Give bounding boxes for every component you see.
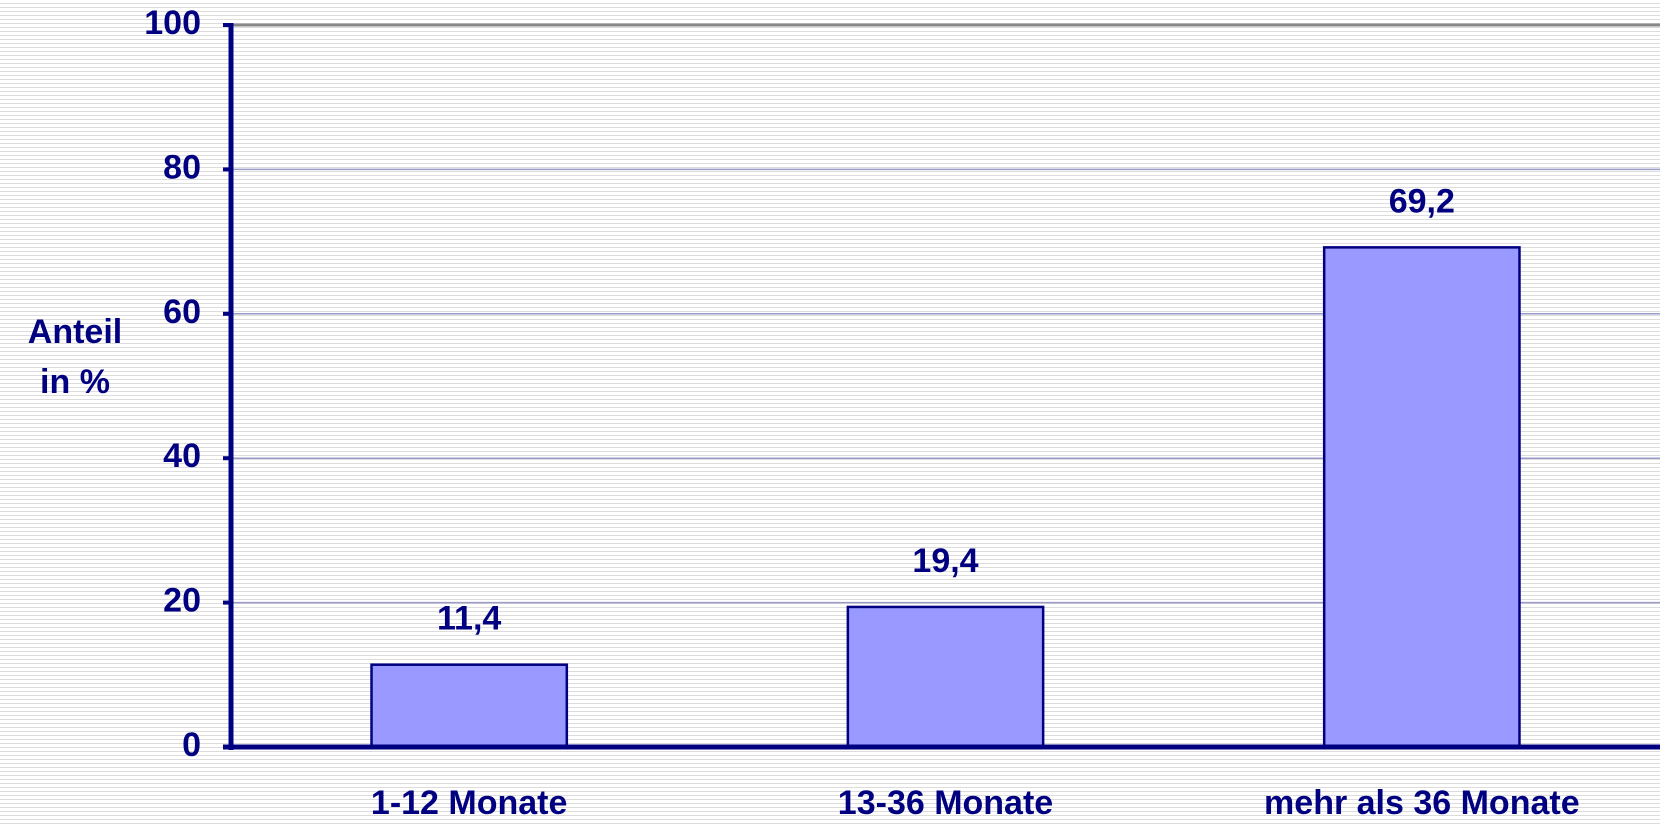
x-tick-label: mehr als 36 Monate [1264, 784, 1580, 822]
x-tick-label: 1-12 Monate [371, 784, 568, 822]
y-axis-label: in % [40, 363, 110, 401]
data-label: 69,2 [1389, 182, 1455, 220]
data-label: 19,4 [912, 542, 978, 580]
bar [1322, 246, 1521, 749]
y-tick-label: 40 [163, 437, 201, 475]
y-tick-label: 60 [163, 293, 201, 331]
bar [846, 605, 1045, 749]
x-tick-label: 13-36 Monate [838, 784, 1053, 822]
y-tick-label: 80 [163, 148, 201, 186]
y-tick-label: 100 [144, 4, 201, 42]
y-tick-label: 0 [182, 726, 201, 764]
y-tick-label: 20 [163, 582, 201, 620]
y-axis-label: Anteil [28, 313, 122, 351]
data-label: 11,4 [437, 600, 501, 638]
bar [370, 663, 569, 749]
